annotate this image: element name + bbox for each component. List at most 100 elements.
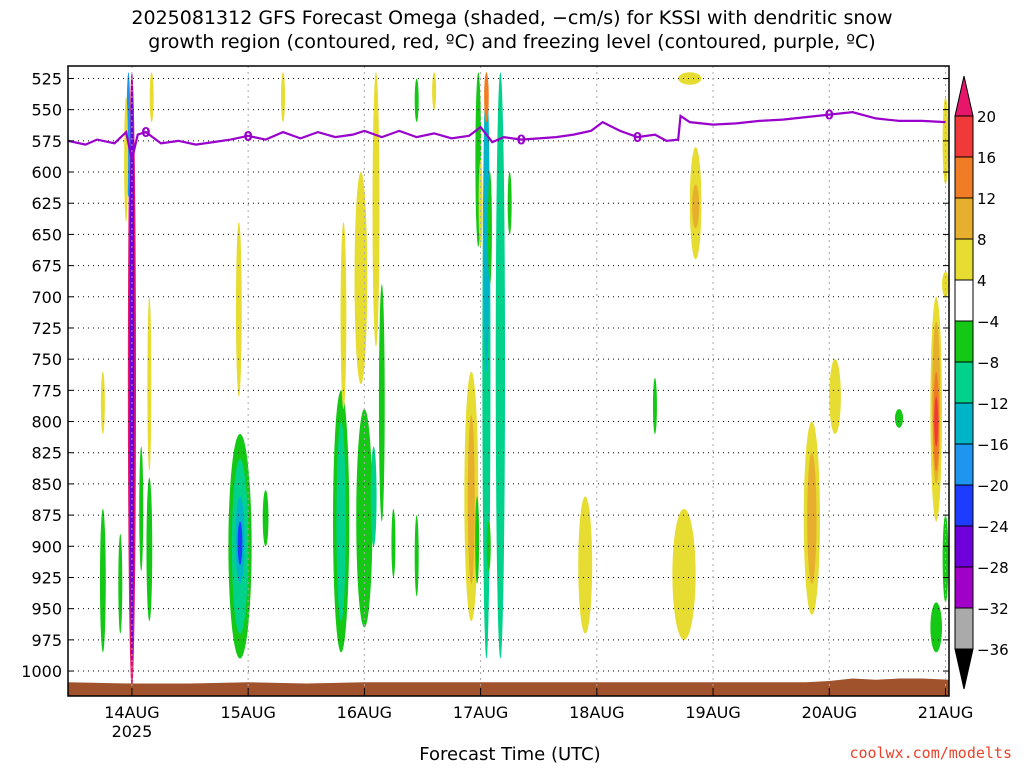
grid-layer: [68, 66, 949, 696]
freezing-level-label-2: 0: [517, 134, 526, 149]
x-axis-label: Forecast Time (UTC): [419, 744, 601, 765]
y-tick-label-575: 575: [31, 132, 62, 151]
colorbar-label-7: −12: [977, 395, 1009, 413]
colorbar-top-arrow: [954, 75, 974, 117]
colorbar-box-1: [954, 115, 974, 158]
omega-cell-17: [281, 72, 286, 123]
colorbar-label-6: −8: [977, 354, 999, 372]
colorbar-box-8: [954, 402, 974, 445]
omega-cell-39: [475, 496, 480, 584]
colorbar-bottom-arrow: [954, 648, 974, 690]
y-tick-label-800: 800: [31, 413, 62, 432]
y-tick-label-600: 600: [31, 163, 62, 182]
omega-cell-16: [235, 221, 242, 397]
omega-cell-20: [356, 409, 373, 628]
y-tick-label-625: 625: [31, 194, 62, 213]
x-tick-label-21AUG: 21AUG: [918, 703, 973, 722]
plot-frame: [67, 65, 950, 697]
omega-cell-58: [942, 271, 949, 297]
y-tick-label-525: 525: [31, 69, 62, 88]
omega-cell-51: [894, 409, 904, 428]
omega-cell-37: [487, 172, 492, 285]
omega-cell-42: [578, 496, 593, 634]
x-tick-label-14AUG: 14AUG: [104, 703, 159, 722]
colorbar-box-13: [954, 607, 974, 650]
colorbar-box-11: [954, 525, 974, 568]
omega-cell-34: [484, 72, 489, 123]
omega-cell-6: [147, 296, 152, 472]
colorbar-box-12: [954, 566, 974, 609]
y-tick-label-975: 975: [31, 631, 62, 650]
omega-cell-25: [340, 221, 347, 410]
freezing-level-layer: 0 0 0 0 0: [68, 109, 946, 160]
omega-cell-33: [483, 72, 490, 372]
terrain-layer: [68, 678, 949, 696]
y-tick-label-875: 875: [31, 506, 62, 525]
colorbar-label-9: −20: [977, 477, 1009, 495]
chart-title: 2025081312 GFS Forecast Omega (shaded, −…: [131, 7, 893, 53]
colorbar-label-5: −4: [977, 313, 999, 331]
omega-cell-22: [378, 284, 385, 522]
omega-cell-8: [118, 533, 123, 634]
omega-cell-49: [807, 452, 817, 584]
omega-cell-27: [432, 72, 437, 110]
omega-cell-40: [478, 159, 483, 247]
colorbar-box-6: [954, 320, 974, 363]
y-tick-label-1000: 1000: [21, 662, 62, 681]
colorbar-box-4: [954, 238, 974, 281]
omega-cell-7: [99, 508, 106, 653]
omega-cell-23: [354, 172, 368, 385]
y-tick-label-725: 725: [31, 319, 62, 338]
freezing-level-label-0: 0: [141, 126, 150, 141]
omega-cell-1: [129, 72, 135, 665]
x-tick-sublabel-14AUG: 2025: [112, 722, 153, 741]
omega-cell-56: [930, 602, 943, 653]
omega-cell-14: [237, 521, 243, 566]
freezing-level-label-3: 0: [633, 131, 642, 146]
x-tick-label-15AUG: 15AUG: [220, 703, 275, 722]
colorbar-box-9: [954, 443, 974, 486]
colorbar-label-8: −16: [977, 436, 1009, 454]
colorbar-label-1: 16: [977, 149, 996, 167]
colorbar-label-12: −32: [977, 600, 1009, 618]
omega-cell-10: [139, 446, 144, 572]
y-tick-label-900: 900: [31, 537, 62, 556]
terrain-area: [68, 678, 949, 696]
freezing-level-label-1: 0: [244, 130, 253, 145]
y-tick-label-925: 925: [31, 568, 62, 587]
freezing-level-label-4: 0: [825, 109, 834, 124]
omega-cell-41: [507, 172, 512, 235]
x-tick-label-18AUG: 18AUG: [569, 703, 624, 722]
y-tick-label-675: 675: [31, 257, 62, 276]
omega-cell-4: [149, 72, 154, 123]
omega-cell-45: [692, 184, 700, 229]
omega-cell-5: [100, 371, 105, 435]
y-tick-label-850: 850: [31, 475, 62, 494]
credit-text[interactable]: coolwx.com/modelts: [849, 744, 1012, 762]
colorbar-label-3: 8: [977, 231, 987, 249]
y-tick-label-775: 775: [31, 381, 62, 400]
colorbar-box-2: [954, 156, 974, 199]
y-tick-label-650: 650: [31, 225, 62, 244]
colorbar-box-10: [954, 484, 974, 527]
omega-cell-46: [678, 72, 702, 85]
y-tick-label-750: 750: [31, 350, 62, 369]
y-tick-label-825: 825: [31, 444, 62, 463]
omega-cell-55: [934, 396, 939, 447]
axes-layer: 525 550 575 600 625 650 675 700 725 750 775 800 825 8…: [21, 65, 973, 741]
x-tick-label-20AUG: 20AUG: [802, 703, 857, 722]
omega-cell-50: [829, 359, 841, 435]
omega-cell-35: [495, 72, 506, 659]
colorbar-box-7: [954, 361, 974, 404]
colorbar-label-10: −24: [977, 518, 1009, 536]
omega-cell-21: [370, 446, 377, 547]
omega-shading-layer: [99, 72, 949, 690]
y-tick-label-950: 950: [31, 600, 62, 619]
colorbar-label-0: 20: [977, 108, 996, 126]
omega-cell-15: [262, 490, 269, 547]
colorbar-label-2: 12: [977, 190, 996, 208]
colorbar-label-11: −28: [977, 559, 1009, 577]
x-tick-label-19AUG: 19AUG: [685, 703, 740, 722]
y-tick-label-700: 700: [31, 288, 62, 307]
